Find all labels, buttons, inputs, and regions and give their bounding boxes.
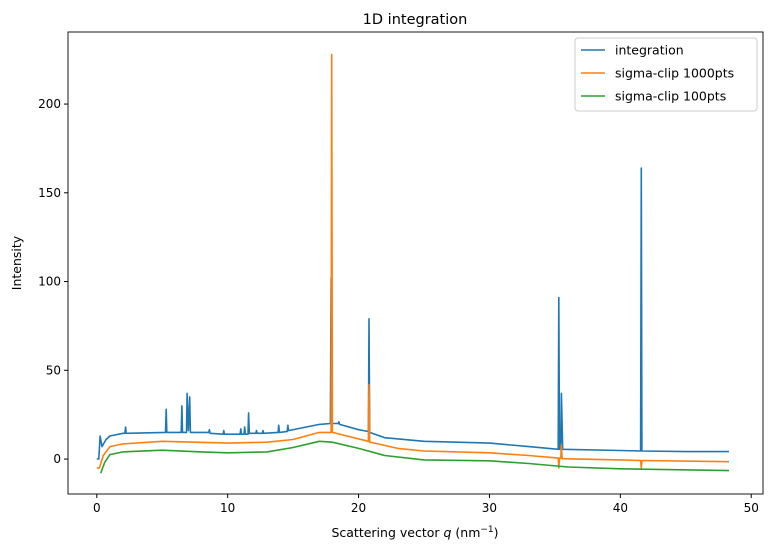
- x-tick-label: 0: [93, 501, 101, 515]
- x-axis-label: Scattering vector q (nm−1): [331, 525, 498, 540]
- series-line-1: [96, 53, 730, 469]
- x-tick-label: 20: [351, 501, 366, 515]
- legend-label-2: sigma-clip 100pts: [615, 89, 726, 104]
- y-tick-label: 200: [38, 97, 61, 111]
- legend: integration sigma-clip 1000pts sigma-clip …: [574, 37, 758, 112]
- ticks-layer: 0 10 20 30 40 50 0 50 100 150 200: [38, 97, 759, 515]
- y-tick-label: 150: [38, 186, 61, 200]
- x-tick-label: 50: [744, 501, 759, 515]
- legend-label-0: integration: [615, 43, 684, 58]
- x-tick-label: 30: [482, 501, 497, 515]
- x-tick-label: 40: [613, 501, 628, 515]
- series-line-2: [99, 440, 730, 474]
- legend-label-1: sigma-clip 1000pts: [615, 66, 734, 81]
- plot-frame: [67, 31, 764, 495]
- y-tick-label: 100: [38, 275, 61, 289]
- chart-title: 1D integration: [363, 12, 468, 28]
- series-layer: [96, 53, 730, 474]
- legend-box: [574, 37, 758, 112]
- series-line-0: [96, 167, 729, 460]
- y-tick-label: 50: [46, 363, 61, 377]
- y-tick-label: 0: [53, 452, 61, 466]
- y-axis-label: Intensity: [9, 235, 24, 290]
- x-tick-label: 10: [220, 501, 235, 515]
